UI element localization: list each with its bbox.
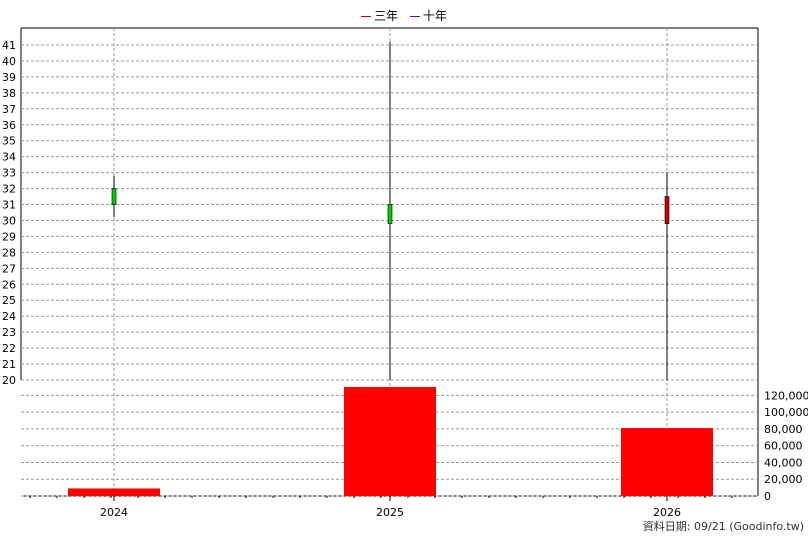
volume-tick-label: 120,000 xyxy=(764,389,808,402)
price-tick-label: 38 xyxy=(2,87,16,100)
price-tick-label: 30 xyxy=(2,214,16,227)
legend-swatch-10yr xyxy=(409,16,420,17)
candle-body xyxy=(664,196,670,224)
volume-tick-label: 100,000 xyxy=(764,406,808,419)
price-tick-label: 34 xyxy=(2,151,16,164)
price-tick-label: 36 xyxy=(2,119,16,132)
price-tick-label: 31 xyxy=(2,199,16,212)
volume-tick-label: 80,000 xyxy=(764,423,803,436)
price-tick-label: 37 xyxy=(2,103,16,116)
legend-swatch-3yr xyxy=(361,16,372,17)
price-tick-label: 28 xyxy=(2,246,16,259)
x-tick-label: 2026 xyxy=(653,506,681,519)
data-date-footer: 資料日期: 09/21 (Goodinfo.tw) xyxy=(642,520,804,533)
price-tick-label: 20 xyxy=(2,374,16,387)
x-tick-label: 2024 xyxy=(100,506,128,519)
price-tick-label: 24 xyxy=(2,310,16,323)
candle-body xyxy=(111,188,117,205)
price-tick-label: 26 xyxy=(2,278,16,291)
volume-tick-label: 40,000 xyxy=(764,456,803,469)
volume-bar xyxy=(344,387,436,496)
price-tick-label: 29 xyxy=(2,230,16,243)
volume-tick-label: 0 xyxy=(764,490,771,503)
price-tick-label: 40 xyxy=(2,55,16,68)
legend-label-10yr: 十年 xyxy=(422,9,447,23)
price-tick-label: 33 xyxy=(2,167,16,180)
price-tick-label: 39 xyxy=(2,71,16,84)
chart-legend: 三年 十年 xyxy=(0,7,808,24)
price-tick-label: 25 xyxy=(2,294,16,307)
volume-tick-label: 60,000 xyxy=(764,440,803,453)
price-tick-label: 21 xyxy=(2,358,16,371)
x-tick-label: 2025 xyxy=(376,506,404,519)
volume-bar xyxy=(68,488,160,496)
volume-bar xyxy=(621,428,713,496)
candle-body xyxy=(387,204,393,224)
legend-item-3yr: 三年 xyxy=(361,7,398,24)
price-tick-label: 35 xyxy=(2,135,16,148)
price-tick-label: 41 xyxy=(2,39,16,52)
legend-item-10yr: 十年 xyxy=(409,7,447,24)
price-tick-label: 27 xyxy=(2,262,16,275)
price-tick-label: 32 xyxy=(2,183,16,196)
price-tick-label: 23 xyxy=(2,326,16,339)
volume-tick-label: 20,000 xyxy=(764,473,803,486)
legend-label-3yr: 三年 xyxy=(374,9,399,23)
price-tick-label: 22 xyxy=(2,342,16,355)
